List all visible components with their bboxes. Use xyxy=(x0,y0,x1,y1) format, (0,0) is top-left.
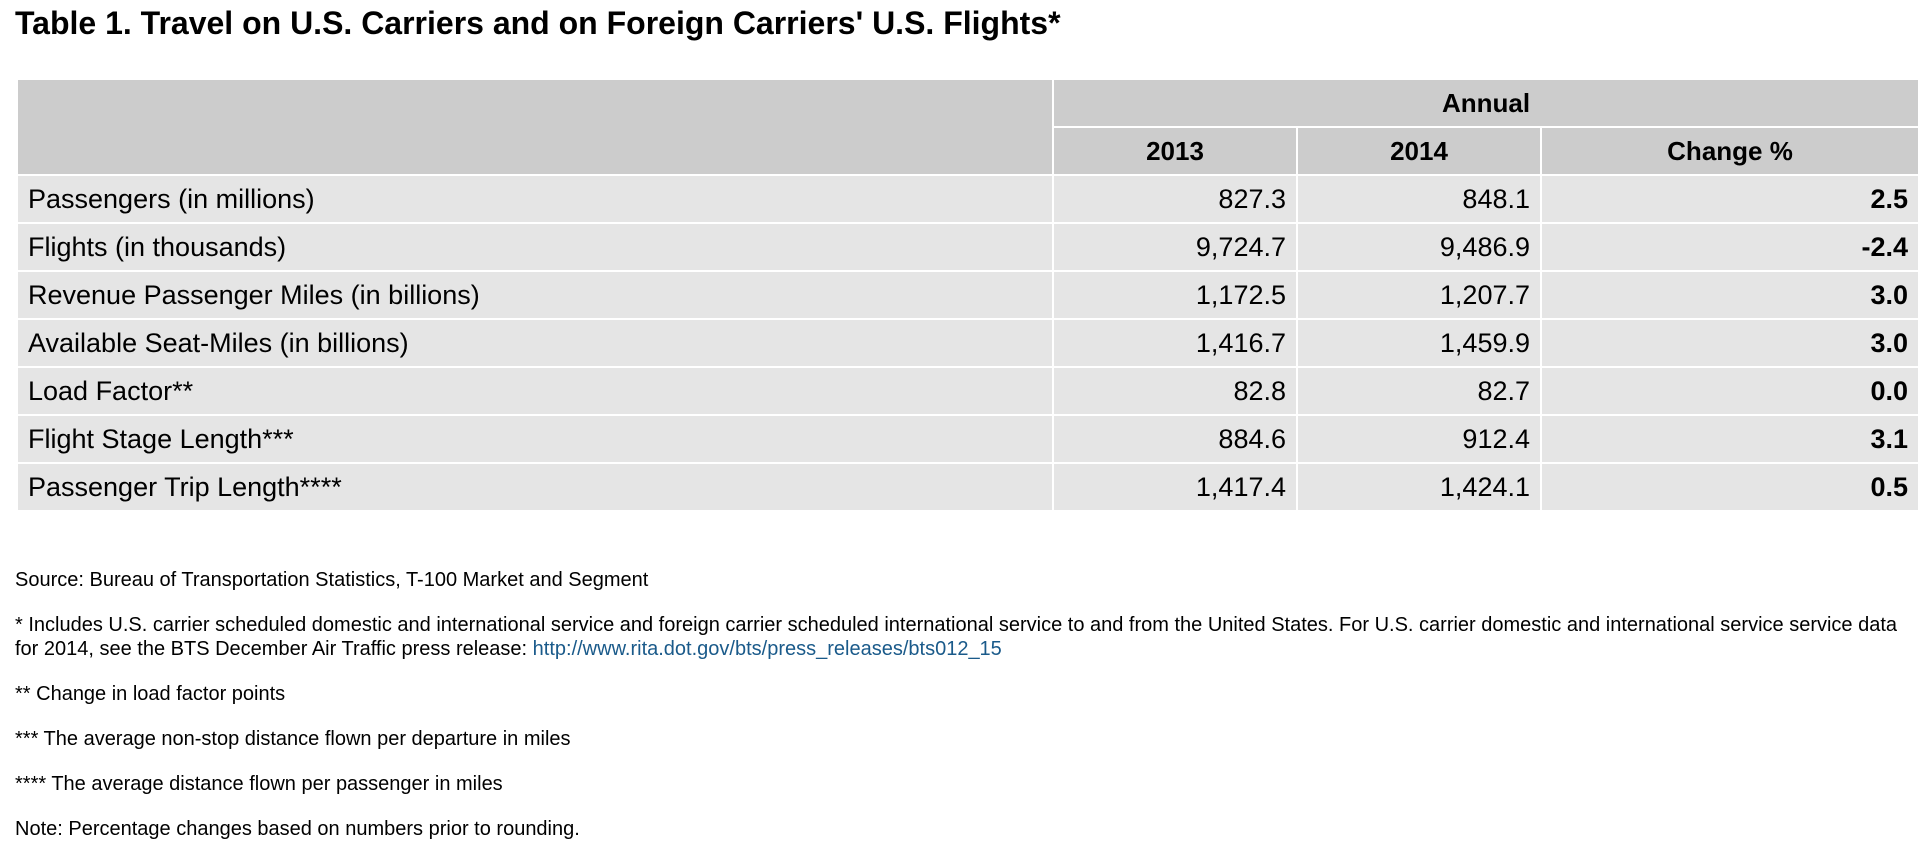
table-row: Passengers (in millions) 827.3 848.1 2.5 xyxy=(16,174,1921,224)
rounding-note: Note: Percentage changes based on number… xyxy=(15,818,580,840)
row-label: Revenue Passenger Miles (in billions) xyxy=(16,270,1054,320)
table-row: Revenue Passenger Miles (in billions) 1,… xyxy=(16,270,1921,320)
value-2013: 9,724.7 xyxy=(1052,222,1298,272)
column-header-change: Change % xyxy=(1539,126,1921,176)
annual-group-header: Annual xyxy=(1051,78,1921,128)
row-label: Flight Stage Length*** xyxy=(16,414,1054,464)
footnote-includes-text: * Includes U.S. carrier scheduled domest… xyxy=(15,614,1898,660)
value-2014: 1,459.9 xyxy=(1296,318,1542,368)
table-header-row: 2013 2014 Change % xyxy=(17,126,1921,176)
value-2013: 1,417.4 xyxy=(1052,462,1298,512)
column-header-2014: 2014 xyxy=(1296,126,1542,176)
value-change: 0.5 xyxy=(1539,462,1921,512)
value-2013: 884.6 xyxy=(1052,414,1298,464)
row-label: Flights (in thousands) xyxy=(16,222,1054,272)
footnote-trip-length: **** The average distance flown per pass… xyxy=(15,773,503,795)
value-2013: 1,416.7 xyxy=(1052,318,1298,368)
footnote-load-factor: ** Change in load factor points xyxy=(15,683,286,705)
press-release-link[interactable]: http://www.rita.dot.gov/bts/press_releas… xyxy=(532,638,1002,660)
header-blank-cell xyxy=(16,78,1054,176)
row-label: Passenger Trip Length**** xyxy=(16,462,1054,512)
value-change: 2.5 xyxy=(1539,174,1921,224)
value-change: -2.4 xyxy=(1539,222,1921,272)
source-note: Source: Bureau of Transportation Statist… xyxy=(15,569,649,591)
footnote-includes: * Includes U.S. carrier scheduled domest… xyxy=(15,613,1915,661)
page-title: Table 1. Travel on U.S. Carriers and on … xyxy=(15,5,1061,41)
value-2014: 82.7 xyxy=(1296,366,1542,416)
row-label: Passengers (in millions) xyxy=(16,174,1054,224)
table-row: Load Factor** 82.8 82.7 0.0 xyxy=(16,366,1921,416)
row-label: Available Seat-Miles (in billions) xyxy=(16,318,1054,368)
value-2013: 82.8 xyxy=(1052,366,1298,416)
travel-data-table: Annual 2013 2014 Change % Passengers (in… xyxy=(16,78,1921,512)
value-2014: 9,486.9 xyxy=(1296,222,1542,272)
value-change: 3.0 xyxy=(1539,318,1921,368)
table-row: Flights (in thousands) 9,724.7 9,486.9 -… xyxy=(16,222,1921,272)
value-2013: 1,172.5 xyxy=(1052,270,1298,320)
footnotes: Source: Bureau of Transportation Statist… xyxy=(15,568,1915,841)
row-label: Load Factor** xyxy=(16,366,1054,416)
table-row: Passenger Trip Length**** 1,417.4 1,424.… xyxy=(16,462,1921,512)
value-2013: 827.3 xyxy=(1052,174,1298,224)
value-2014: 1,207.7 xyxy=(1296,270,1542,320)
footnote-stage-length: *** The average non-stop distance flown … xyxy=(15,728,571,750)
table-header-group-row: Annual xyxy=(16,78,1921,176)
table-row: Flight Stage Length*** 884.6 912.4 3.1 xyxy=(16,414,1921,464)
value-change: 0.0 xyxy=(1539,366,1921,416)
value-change: 3.1 xyxy=(1539,414,1921,464)
value-2014: 848.1 xyxy=(1296,174,1542,224)
value-2014: 1,424.1 xyxy=(1296,462,1542,512)
value-2014: 912.4 xyxy=(1296,414,1542,464)
table-row: Available Seat-Miles (in billions) 1,416… xyxy=(16,318,1921,368)
column-header-2013: 2013 xyxy=(1052,126,1298,176)
value-change: 3.0 xyxy=(1539,270,1921,320)
